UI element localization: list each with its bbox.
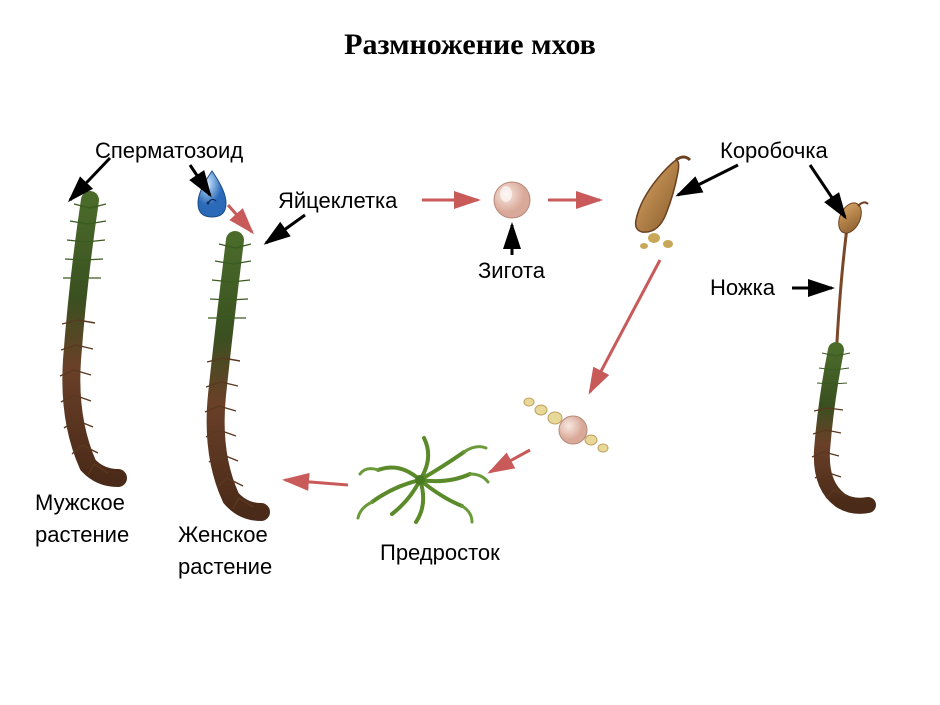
sperm-to-water-arrow	[190, 165, 210, 195]
label-zygote: Зигота	[478, 258, 545, 284]
capsule-to-cap2-arrow	[810, 165, 845, 217]
spores-icon	[524, 398, 608, 452]
spore-to-protonema-arrow	[490, 450, 530, 472]
black-arrows	[70, 158, 845, 288]
page-title: Размножение мхов	[0, 28, 940, 62]
water-drop-icon	[198, 171, 226, 217]
label-egg: Яйцеклетка	[278, 188, 397, 214]
capsule-open-icon	[636, 157, 690, 249]
capsule-to-spore-arrow	[590, 260, 660, 392]
label-stalk: Ножка	[710, 275, 775, 301]
capsule-to-cap1-arrow	[678, 165, 738, 195]
label-female-1: Женское	[178, 522, 268, 548]
protonema-to-female-arrow	[285, 480, 348, 485]
label-male-1: Мужское	[35, 490, 125, 516]
label-sperm: Сперматозоид	[95, 138, 243, 164]
female-plant-icon	[205, 240, 261, 512]
label-male-2: растение	[35, 522, 129, 548]
protonema-icon	[358, 438, 488, 522]
water-to-female-arrow	[228, 205, 252, 232]
male-plant-icon	[60, 200, 118, 478]
sperm-to-male-arrow	[70, 158, 110, 200]
zygote-icon	[494, 182, 530, 218]
label-capsule: Коробочка	[720, 138, 828, 164]
red-arrows	[228, 200, 660, 485]
label-female-2: растение	[178, 554, 272, 580]
label-protonema: Предросток	[380, 540, 500, 566]
sporophyte-icon	[812, 199, 868, 506]
egg-to-female-arrow	[266, 215, 305, 243]
diagram-canvas	[0, 0, 940, 705]
